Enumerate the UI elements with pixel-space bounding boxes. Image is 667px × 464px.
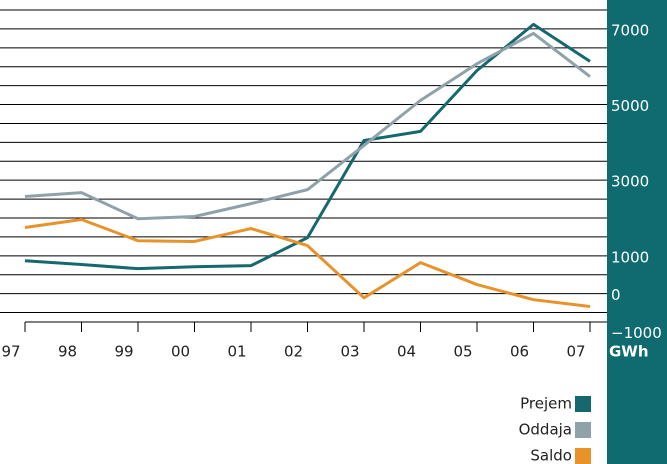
series-line (24, 31, 591, 221)
legend-swatch (575, 396, 591, 412)
y-tick-label: 7000 (611, 21, 649, 39)
x-tick-label: 03 (340, 343, 359, 361)
y-tick-label: −1000 (611, 324, 662, 342)
series-line (24, 218, 591, 308)
y-tick-label: 0 (611, 286, 621, 304)
x-tick-label: 02 (284, 343, 303, 361)
x-tick-label: 06 (510, 343, 529, 361)
x-tick-label: 07 (566, 343, 585, 361)
x-tick-label: 00 (171, 343, 190, 361)
legend-swatch (575, 422, 591, 438)
y-tick-label: 5000 (611, 97, 649, 115)
legend-label: Prejem (520, 395, 572, 413)
y-tick-label: 3000 (611, 173, 649, 191)
legend-swatch (575, 448, 591, 464)
x-tick-label: 98 (58, 343, 77, 361)
x-tick-label: 05 (453, 343, 472, 361)
y-tick-label: 1000 (611, 248, 649, 266)
series-line (24, 22, 591, 271)
x-tick-label: 99 (114, 343, 133, 361)
x-tick-label: 04 (397, 343, 416, 361)
unit-label: GWh (609, 343, 649, 361)
axis-band (607, 0, 667, 464)
x-tick-label: 97 (1, 343, 20, 361)
legend-label: Saldo (530, 447, 572, 464)
x-tick-label: 01 (227, 343, 246, 361)
legend-label: Oddaja (519, 421, 572, 439)
